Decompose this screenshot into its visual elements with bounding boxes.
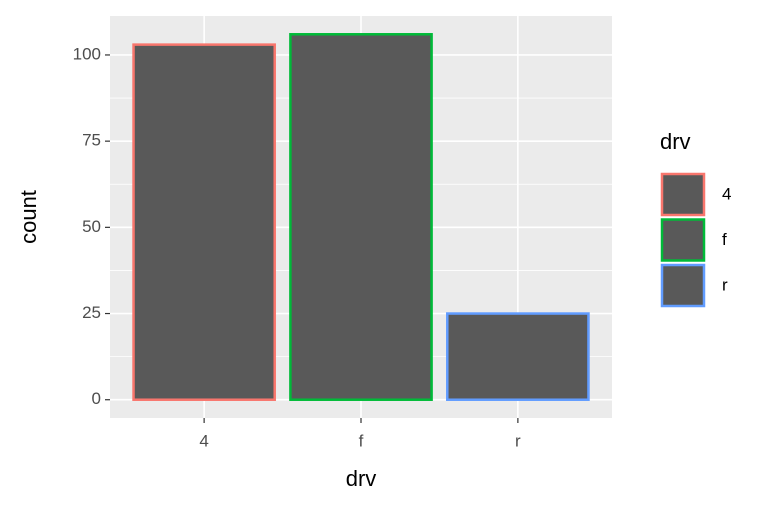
bar xyxy=(289,33,433,401)
bar xyxy=(446,312,590,401)
bar xyxy=(132,43,276,401)
x-axis-title: drv xyxy=(346,466,377,491)
legend-label: f xyxy=(722,230,727,249)
legend-label: 4 xyxy=(722,184,731,203)
y-axis-title: count xyxy=(16,190,41,244)
legend-label: r xyxy=(722,275,728,294)
legend-key xyxy=(660,263,706,308)
y-tick-label: 100 xyxy=(73,44,101,63)
y-tick-label: 75 xyxy=(82,131,101,150)
y-tick-label: 25 xyxy=(82,303,101,322)
y-tick-label: 50 xyxy=(82,217,101,236)
x-tick-label: f xyxy=(359,431,364,450)
legend-key xyxy=(660,172,706,217)
legend-key xyxy=(660,218,706,262)
x-tick-label: 4 xyxy=(199,431,208,450)
y-tick-label: 0 xyxy=(92,389,101,408)
x-tick-label: r xyxy=(515,431,521,450)
legend-title: drv xyxy=(660,129,691,154)
